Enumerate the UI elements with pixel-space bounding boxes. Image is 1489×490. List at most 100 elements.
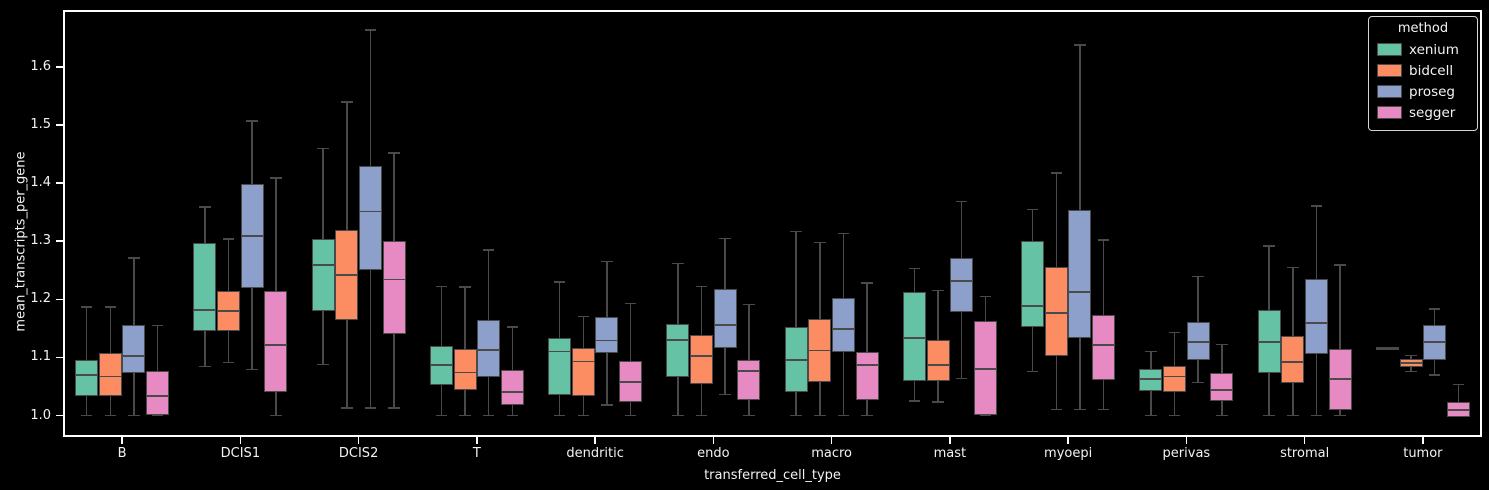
box-xenium-DCIS1 <box>193 242 217 331</box>
box-proseg-DCIS1-whisker-lower <box>251 287 253 370</box>
box-segger-DCIS1-cap-lower <box>270 414 282 417</box>
box-xenium-dendritic-median <box>548 350 572 353</box>
box-bidcell-DCIS1-whisker-upper <box>227 238 230 291</box>
box-proseg-mast-cap-upper <box>955 200 968 203</box>
box-segger-tumor-cap-lower <box>1452 415 1465 418</box>
box-xenium-B <box>75 360 99 396</box>
box-bidcell-DCIS2-whisker-upper <box>346 101 348 230</box>
legend-items: xenium bidcell proseg segger <box>1377 39 1469 123</box>
box-segger-dendritic-cap-upper <box>624 302 637 305</box>
box-proseg-endo-cap-upper <box>719 237 731 240</box>
box-proseg-stromal-cap-lower <box>1310 414 1323 417</box>
box-xenium-stromal-cap-upper <box>1263 245 1275 247</box>
box-segger-myoepi-whisker-lower <box>1102 380 1105 410</box>
box-proseg-endo-cap-lower <box>719 393 731 396</box>
x-tick-label: dendritic <box>566 446 624 461</box>
box-proseg-dendritic-whisker-lower <box>606 353 608 406</box>
x-tick-mark <box>1303 437 1306 444</box>
box-proseg-stromal <box>1304 278 1328 354</box>
box-bidcell-perivas-whisker-upper <box>1173 332 1176 366</box>
box-proseg-mast-whisker-lower <box>960 312 963 379</box>
box-xenium-endo-cap-lower <box>672 414 684 417</box>
box-proseg-macro-median <box>831 328 855 330</box>
box-segger-T-whisker-lower <box>511 405 514 416</box>
box-proseg-stromal-whisker-upper <box>1315 205 1318 279</box>
box-xenium-stromal-whisker-lower <box>1268 373 1270 416</box>
box-xenium-mast-whisker-lower <box>913 381 916 401</box>
legend-item-segger: segger <box>1377 102 1469 123</box>
box-segger-DCIS1-whisker-upper <box>275 177 277 291</box>
box-bidcell-tumor-whisker-lower <box>1410 367 1412 372</box>
box-proseg-B-whisker-upper <box>133 258 135 326</box>
box-bidcell-stromal-median <box>1281 361 1305 363</box>
box-proseg-mast-whisker-upper <box>960 201 963 259</box>
x-tick-mark <box>830 437 833 444</box>
box-proseg-myoepi-cap-lower <box>1074 408 1086 411</box>
box-xenium-DCIS2-median <box>311 264 335 266</box>
box-bidcell-DCIS2-cap-upper <box>341 101 353 103</box>
box-segger-mast-median <box>973 368 997 370</box>
x-tick-mark <box>1185 437 1188 444</box>
box-proseg-macro-cap-upper <box>837 232 850 235</box>
box-bidcell-B-median <box>98 375 122 378</box>
box-segger-T-cap-lower <box>506 414 519 417</box>
box-segger-endo-cap-upper <box>743 303 755 306</box>
box-segger-tumor-median <box>1446 408 1470 411</box>
spine-right <box>1480 10 1482 437</box>
box-proseg-B-median <box>122 354 146 357</box>
box-xenium-macro-whisker-upper <box>795 231 797 327</box>
box-segger-macro-cap-upper <box>861 282 873 284</box>
box-xenium-DCIS2-whisker-upper <box>322 148 324 239</box>
box-bidcell-dendritic-cap-upper <box>577 315 590 318</box>
box-bidcell-T-cap-upper <box>459 286 471 288</box>
box-segger-myoepi-cap-lower <box>1097 408 1110 411</box>
y-tick-mark <box>56 182 63 184</box>
box-xenium-DCIS1-cap-lower <box>199 365 211 368</box>
x-tick-label: mast <box>933 446 967 461</box>
box-bidcell-DCIS1-cap-lower <box>222 361 235 364</box>
box-segger-DCIS2-whisker-upper <box>393 152 395 241</box>
box-segger-T-whisker-upper <box>511 327 514 370</box>
box-proseg-tumor-cap-upper <box>1428 308 1441 310</box>
box-segger-tumor-cap-upper <box>1452 383 1465 386</box>
box-segger-dendritic <box>619 360 643 402</box>
box-proseg-tumor-whisker-upper <box>1433 309 1436 325</box>
x-axis-label: transferred_cell_type <box>704 468 841 483</box>
box-segger-T-cap-upper <box>506 326 519 328</box>
box-segger-B-cap-lower <box>151 414 164 417</box>
x-tick-label: tumor <box>1403 446 1443 461</box>
box-bidcell-DCIS1-median <box>217 310 241 312</box>
y-tick-mark <box>56 298 63 301</box>
box-segger-stromal-cap-lower <box>1334 414 1346 417</box>
plot-area: method xenium bidcell proseg segger 1.0 1.1 1… <box>30 10 1482 461</box>
box-segger-DCIS1-whisker-lower <box>275 392 277 416</box>
x-tick-label: endo <box>697 446 730 461</box>
box-bidcell-endo-median <box>690 355 714 358</box>
box-xenium-dendritic-cap-upper <box>553 281 566 283</box>
box-bidcell-mast-whisker-upper <box>937 290 939 340</box>
box-xenium-DCIS2-cap-lower <box>317 363 329 366</box>
y-tick-mark <box>56 124 63 126</box>
box-bidcell-myoepi-whisker-lower <box>1055 355 1058 410</box>
box-xenium-mast-median <box>902 337 926 340</box>
box-bidcell-perivas-median <box>1163 375 1187 378</box>
box-proseg-mast-median <box>950 279 974 282</box>
x-tick-mark <box>949 437 951 444</box>
box-segger-myoepi-cap-upper <box>1097 239 1110 241</box>
box-proseg-stromal-cap-upper <box>1310 205 1323 207</box>
box-segger-stromal-whisker-upper <box>1339 265 1341 350</box>
box-xenium-macro-median <box>784 358 808 361</box>
box-bidcell-myoepi-cap-upper <box>1050 172 1063 174</box>
box-xenium-T-median <box>429 364 453 366</box>
box-xenium-dendritic <box>548 338 572 395</box>
box-xenium-endo <box>666 324 690 377</box>
box-xenium-DCIS1-cap-upper <box>199 206 211 208</box>
box-bidcell-mast-cap-upper <box>932 289 944 292</box>
box-xenium-T-whisker-upper <box>440 286 443 347</box>
box-proseg-DCIS1-cap-lower <box>246 368 258 371</box>
x-tick-mark <box>1067 437 1069 444</box>
spine-left <box>63 10 65 437</box>
box-bidcell-mast-whisker-lower <box>937 380 939 403</box>
box-proseg-myoepi-whisker-lower <box>1079 338 1081 410</box>
box-proseg-perivas <box>1186 321 1210 360</box>
